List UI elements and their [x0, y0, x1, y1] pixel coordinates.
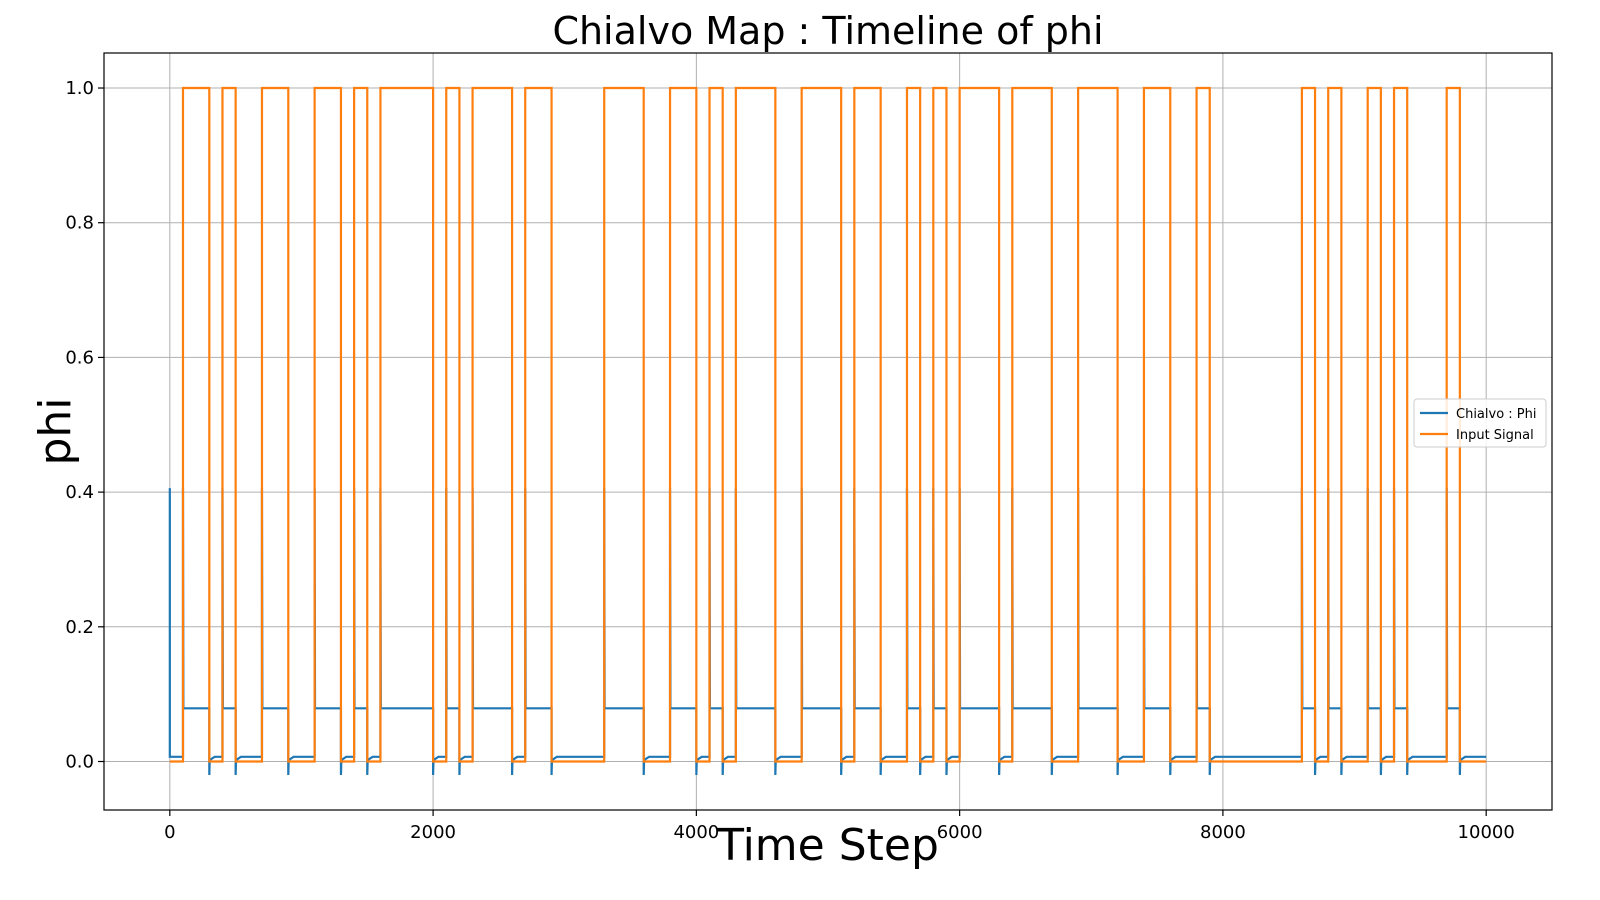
axes-frame — [103, 52, 1553, 811]
x-tick-label: 4000 — [673, 822, 719, 843]
x-axis-label: Time Step — [716, 820, 939, 871]
series-layer — [168, 86, 1487, 776]
x-tick-label: 8000 — [1200, 822, 1246, 843]
legend-label: Input Signal — [1456, 428, 1534, 443]
y-tick-label: 0.0 — [65, 752, 94, 773]
plot-area — [168, 86, 1487, 776]
x-tick-label: 10000 — [1458, 822, 1515, 843]
y-tick-label: 0.6 — [65, 347, 94, 368]
x-tick-label: 0 — [164, 822, 175, 843]
chart-title: Chialvo Map : Timeline of phi — [552, 9, 1103, 53]
ticks: 0 2000 4000 6000 8000 10000 0.0 0.2 0.4 0.6 0.8 1.0 — [65, 78, 1514, 843]
legend: Chialvo : Phi Input Signal — [1413, 398, 1547, 448]
y-tick-label: 0.4 — [65, 482, 94, 503]
x-tick-label: 2000 — [410, 822, 456, 843]
x-tick-label: 6000 — [937, 822, 983, 843]
y-tick-label: 0.2 — [65, 617, 94, 638]
y-axis-label: phi — [30, 397, 81, 465]
y-tick-label: 1.0 — [65, 78, 94, 99]
series-line-input-signal — [169, 86, 1487, 763]
legend-label: Chialvo : Phi — [1456, 407, 1537, 422]
y-tick-label: 0.8 — [65, 213, 94, 234]
